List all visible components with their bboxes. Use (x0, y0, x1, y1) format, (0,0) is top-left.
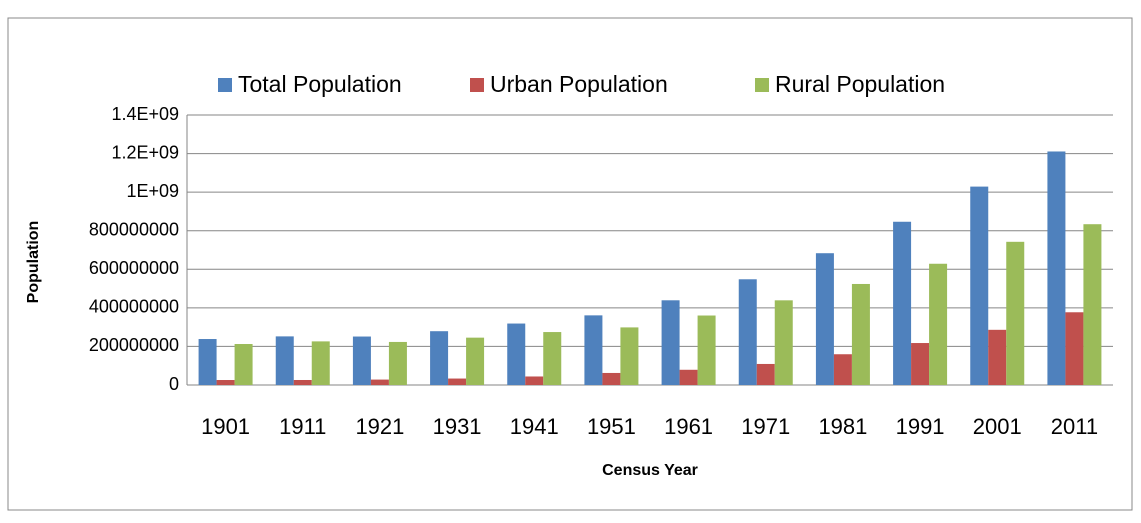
bar (466, 337, 485, 385)
bar (370, 379, 389, 385)
bar (1083, 224, 1102, 385)
bar (620, 327, 639, 385)
legend-label: Rural Population (775, 71, 945, 97)
bar (661, 300, 680, 385)
bar (602, 372, 621, 385)
bar (507, 323, 526, 385)
bar (430, 331, 449, 385)
bar (216, 380, 235, 385)
bar (697, 315, 716, 385)
legend-label: Total Population (238, 71, 402, 97)
bar (970, 186, 989, 385)
y-tick-label: 1E+09 (126, 181, 179, 201)
bar (1047, 151, 1066, 385)
x-tick-label: 1991 (896, 414, 945, 439)
x-tick-label: 1971 (741, 414, 790, 439)
x-tick-label: 1981 (818, 414, 867, 439)
x-tick-label: 1921 (355, 414, 404, 439)
y-tick-label: 1.2E+09 (111, 142, 179, 162)
bar (911, 343, 930, 385)
legend-swatch (470, 78, 484, 92)
bar (275, 336, 294, 385)
bar (352, 336, 371, 385)
bar (851, 283, 870, 385)
bar (1065, 312, 1084, 385)
y-tick-label: 200000000 (89, 335, 179, 355)
x-tick-label: 1961 (664, 414, 713, 439)
x-tick-label: 1951 (587, 414, 636, 439)
x-axis-title: Census Year (602, 462, 698, 479)
bar (738, 279, 757, 385)
bar (815, 253, 834, 385)
y-tick-label: 400000000 (89, 297, 179, 317)
bar (1006, 241, 1025, 385)
x-tick-label: 1931 (433, 414, 482, 439)
legend-swatch (755, 78, 769, 92)
y-tick-label: 1.4E+09 (111, 104, 179, 124)
bar (679, 369, 698, 385)
bar (833, 354, 852, 385)
bar (988, 329, 1007, 385)
bar (774, 300, 793, 385)
bar (929, 263, 948, 385)
bar (543, 332, 562, 385)
x-tick-label: 2011 (1051, 414, 1098, 439)
y-tick-label: 800000000 (89, 219, 179, 239)
bar (448, 378, 467, 385)
y-tick-label: 0 (169, 374, 179, 394)
bar (311, 341, 330, 385)
bar (525, 376, 544, 385)
bar (293, 379, 312, 385)
bar (756, 363, 775, 385)
legend-label: Urban Population (490, 71, 668, 97)
legend-swatch (218, 78, 232, 92)
x-tick-label: 1941 (510, 414, 559, 439)
bar (584, 315, 603, 385)
x-tick-label: 1911 (279, 414, 326, 439)
x-tick-label: 2001 (973, 414, 1022, 439)
bar (893, 221, 912, 385)
x-tick-label: 1901 (201, 414, 250, 439)
bar (234, 344, 253, 385)
y-axis-title: Population (25, 221, 42, 304)
y-tick-label: 600000000 (89, 258, 179, 278)
bar (388, 341, 407, 385)
bar (198, 339, 217, 385)
